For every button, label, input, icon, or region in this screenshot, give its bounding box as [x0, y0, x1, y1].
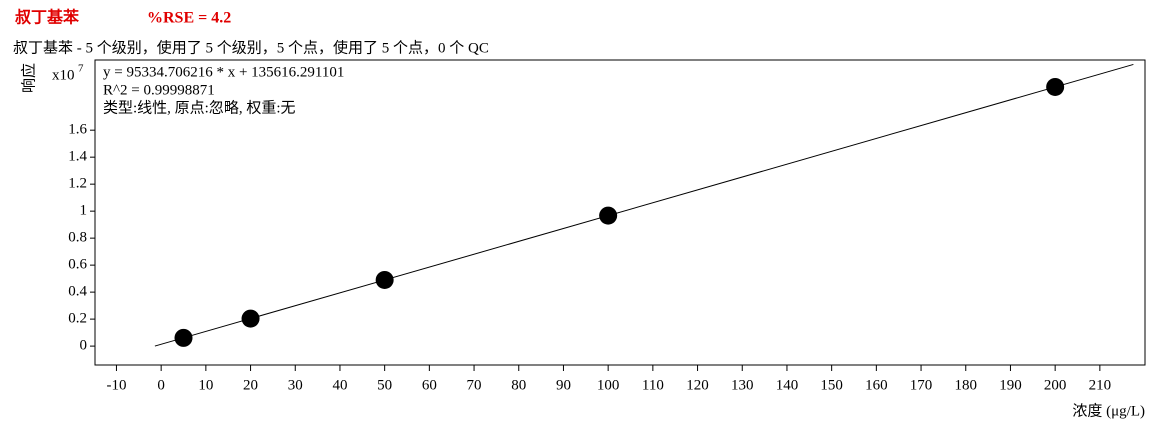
fit-line: [154, 63, 1134, 347]
y-tick-label: 0: [80, 338, 88, 354]
y-tick-label: 1: [80, 203, 88, 219]
x-tick-label: -10: [106, 377, 126, 393]
data-point: [375, 270, 394, 289]
y-tick-label: 0.2: [68, 311, 87, 327]
annotation: y = 95334.706216 * x + 135616.291101: [103, 64, 344, 80]
x-tick-label: 0: [157, 377, 165, 393]
x-tick-label: 140: [776, 377, 799, 393]
y-tick-label: 0.4: [68, 284, 87, 300]
x-axis-label: 浓度 (μg/L): [1072, 402, 1145, 419]
x-tick-label: 170: [910, 377, 933, 393]
data-point: [1046, 77, 1065, 96]
y-tick-label: 0.8: [68, 230, 87, 246]
subtitle: 叔丁基苯 - 5 个级别，使用了 5 个级别，5 个点，使用了 5 个点，0 个…: [13, 39, 489, 56]
annotation: R^2 = 0.99998871: [103, 82, 215, 98]
data-point: [174, 328, 193, 347]
y-tick-label: 1.2: [68, 176, 87, 192]
x-tick-label: 90: [556, 377, 571, 393]
x-tick-label: 30: [288, 377, 303, 393]
x-tick-label: 80: [511, 377, 526, 393]
x-tick-label: 10: [198, 377, 213, 393]
x-tick-label: 60: [422, 377, 437, 393]
y-tick-label: 0.6: [68, 257, 87, 273]
rse-label: %RSE = 4.2: [147, 10, 231, 27]
x-tick-label: 190: [999, 377, 1022, 393]
y-tick-label: 1.4: [68, 149, 87, 165]
x-tick-label: 20: [243, 377, 258, 393]
x-tick-label: 40: [332, 377, 347, 393]
y-scale-exponent: 7: [78, 63, 84, 75]
data-point: [241, 309, 260, 328]
x-tick-label: 120: [686, 377, 709, 393]
y-axis-label: 响应: [19, 63, 37, 93]
y-tick-label: 1.6: [68, 122, 87, 138]
x-tick-label: 50: [377, 377, 392, 393]
y-scale-base: x10: [52, 67, 75, 83]
chart-title: 叔丁基苯: [15, 8, 80, 27]
x-tick-label: 110: [642, 377, 664, 393]
x-tick-label: 160: [865, 377, 888, 393]
x-tick-label: 200: [1044, 377, 1067, 393]
x-tick-label: 180: [955, 377, 978, 393]
annotation: 类型:线性, 原点:忽略, 权重:无: [103, 99, 296, 116]
plot-frame: [94, 59, 1146, 366]
x-tick-label: 150: [820, 377, 843, 393]
x-tick-label: 210: [1089, 377, 1112, 393]
x-tick-label: 130: [731, 377, 754, 393]
data-point: [599, 206, 618, 225]
x-tick-label: 70: [467, 377, 482, 393]
x-tick-label: 100: [597, 377, 620, 393]
